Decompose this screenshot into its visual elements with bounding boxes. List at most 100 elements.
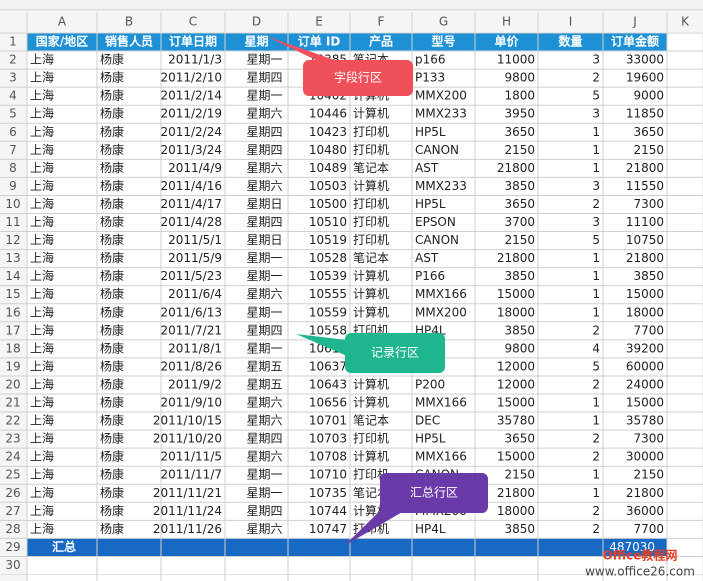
cell: 笔记本 [353, 413, 389, 428]
column-letter: D [252, 15, 261, 29]
row-number: 14 [5, 269, 20, 283]
cell: 星期日 [246, 233, 282, 247]
cell: 星期五 [246, 377, 282, 391]
cell: 星期六 [246, 450, 282, 464]
cell: 杨康 [100, 52, 124, 67]
cell: 10559 [309, 305, 347, 319]
cell: CANON [415, 233, 459, 247]
cell: MMX166 [415, 450, 467, 464]
cell: 星期日 [246, 197, 282, 211]
cell: 21800 [626, 486, 664, 500]
cell: 10480 [309, 143, 347, 157]
cell: 15000 [497, 450, 535, 464]
cell: 10701 [309, 414, 347, 428]
cell: 1 [592, 414, 600, 428]
cell: 3 [592, 107, 600, 121]
cell: 15000 [497, 396, 535, 410]
cell: 计算机 [353, 268, 389, 283]
row-number: 28 [5, 522, 20, 536]
cell: 3950 [504, 107, 535, 121]
cell: MMX200 [415, 89, 467, 103]
cell: 10637 [309, 359, 347, 373]
cell: 9800 [504, 71, 535, 85]
column-letter: K [681, 15, 690, 29]
cell: 12000 [497, 359, 535, 373]
row-number: 20 [5, 377, 20, 391]
cell: 1 [592, 396, 600, 410]
cell: 打印机 [353, 233, 389, 247]
row-number: 8 [9, 161, 17, 175]
cell: 计算机 [353, 304, 389, 319]
header-row-fill [27, 33, 667, 52]
cell: 杨康 [100, 106, 124, 121]
cell: 2011/11/26 [153, 522, 222, 536]
column-letter: B [125, 15, 133, 29]
cell: 上海 [30, 124, 54, 139]
cell: 10656 [309, 396, 347, 410]
cell: 1 [592, 486, 600, 500]
header-cell: 星期 [244, 34, 268, 49]
row-number: 1 [9, 35, 17, 49]
cell: 2011/11/5 [160, 450, 222, 464]
cell: 3850 [504, 179, 535, 193]
row-number: 25 [5, 468, 20, 482]
cell: 上海 [30, 340, 54, 355]
cell: 2011/3/24 [160, 143, 222, 157]
cell: 上海 [30, 322, 54, 337]
cell: 上海 [30, 395, 54, 410]
cell: 21800 [497, 251, 535, 265]
row-number: 13 [5, 251, 20, 265]
formula-bar-strip [0, 0, 703, 10]
header-cell: 订单日期 [169, 34, 217, 49]
cell: 上海 [30, 304, 54, 319]
cell: 打印机 [353, 215, 389, 229]
cell: 杨康 [100, 304, 124, 319]
row-number: 24 [5, 450, 20, 464]
cell: 3850 [504, 522, 535, 536]
cell: MMX200 [415, 305, 467, 319]
cell: 星期四 [246, 143, 282, 157]
row-number: 12 [5, 233, 20, 247]
cell: 上海 [30, 160, 54, 175]
cell: 杨康 [100, 322, 124, 337]
header-cell: 单价 [494, 34, 519, 49]
cell: 10503 [309, 179, 347, 193]
cell: 杨康 [100, 449, 124, 464]
column-letter: I [569, 15, 573, 29]
cell: 计算机 [353, 376, 389, 391]
cell: 18000 [626, 305, 664, 319]
cell: 10423 [309, 125, 347, 139]
cell: 7700 [633, 323, 664, 337]
callout-pointer [296, 334, 347, 356]
cell: 2011/6/4 [168, 287, 222, 301]
cell: 星期四 [246, 323, 282, 337]
cell: 笔记本 [353, 160, 389, 175]
column-letter: E [315, 15, 323, 29]
cell: 10744 [309, 504, 347, 518]
cell: 星期六 [246, 414, 282, 428]
row-number: 9 [9, 179, 17, 193]
cell: 星期一 [246, 269, 282, 283]
cell: 2011/2/10 [160, 71, 222, 85]
total-value: 487030 [609, 540, 655, 554]
row-number: 3 [9, 71, 17, 85]
cell: 打印机 [353, 468, 389, 482]
cell: 星期四 [246, 125, 282, 139]
header-cell: 订单金额 [611, 34, 659, 49]
cell: 21800 [626, 251, 664, 265]
row-number: 5 [9, 107, 17, 121]
cell: 10510 [309, 215, 347, 229]
cell: 上海 [30, 431, 54, 446]
cell: 星期四 [246, 215, 282, 229]
cell: 10539 [309, 269, 347, 283]
cell: 杨康 [100, 358, 124, 373]
cell: 2011/11/24 [153, 504, 222, 518]
row-number: 4 [9, 89, 17, 103]
cell: 2 [592, 432, 600, 446]
cell: 2 [592, 71, 600, 85]
cell: MMX166 [415, 287, 467, 301]
cell: EPSON [415, 215, 456, 229]
cell: 2 [592, 450, 600, 464]
cell: 10643 [309, 377, 347, 391]
